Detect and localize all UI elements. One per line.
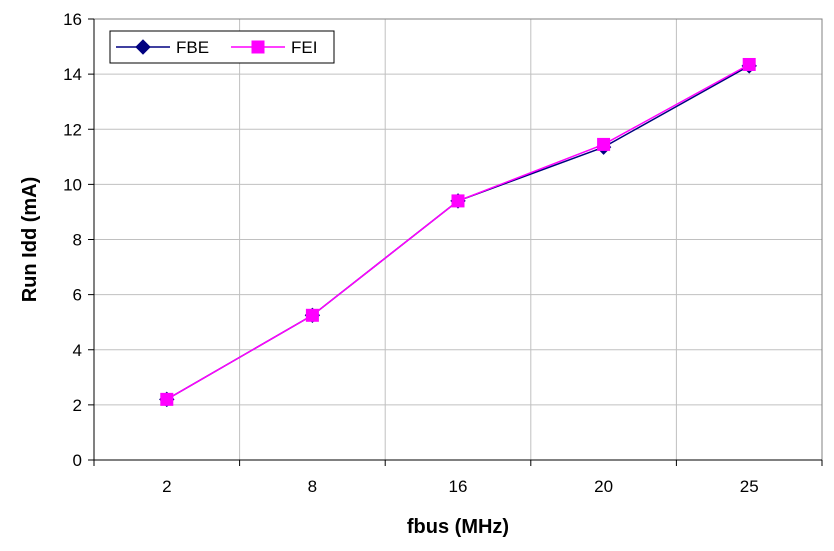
data-point-fei bbox=[597, 137, 611, 151]
y-tick-label: 6 bbox=[73, 286, 82, 305]
grid bbox=[94, 18, 822, 460]
y-tick-label: 0 bbox=[73, 451, 82, 470]
x-tick-label: 25 bbox=[740, 477, 759, 496]
x-axis-title: fbus (MHz) bbox=[407, 516, 509, 538]
series-fbe bbox=[159, 58, 757, 408]
y-tick-label: 12 bbox=[63, 120, 82, 139]
y-tick-label: 8 bbox=[73, 231, 82, 250]
x-tick-label: 20 bbox=[594, 477, 613, 496]
y-axis-title: Run Idd (mA) bbox=[19, 177, 41, 303]
series bbox=[159, 57, 757, 408]
legend-label: FBE bbox=[176, 38, 209, 57]
legend-label: FEI bbox=[291, 38, 317, 57]
series-fei bbox=[160, 57, 756, 406]
legend-item-fei: FEI bbox=[231, 38, 317, 57]
legend-marker bbox=[135, 39, 151, 55]
x-tick-label: 8 bbox=[308, 477, 317, 496]
axes bbox=[88, 18, 823, 466]
y-tick-label: 2 bbox=[73, 396, 82, 415]
data-point-fei bbox=[451, 194, 465, 208]
tick-labels: 0 2 4 6 8 10 12 14 16 2 8 16 20 25 bbox=[63, 10, 759, 496]
legend: FBE FEI bbox=[109, 30, 335, 64]
x-tick-label: 16 bbox=[449, 477, 468, 496]
data-point-fei bbox=[305, 308, 319, 322]
legend-marker bbox=[251, 40, 265, 54]
y-tick-label: 16 bbox=[63, 10, 82, 29]
data-point-fei bbox=[742, 57, 756, 71]
y-tick-label: 14 bbox=[63, 65, 82, 84]
x-tick-label: 2 bbox=[162, 477, 171, 496]
y-tick-label: 4 bbox=[73, 341, 82, 360]
y-tick-label: 10 bbox=[63, 175, 82, 194]
data-point-fei bbox=[160, 392, 174, 406]
legend-item-fbe: FBE bbox=[116, 38, 209, 57]
